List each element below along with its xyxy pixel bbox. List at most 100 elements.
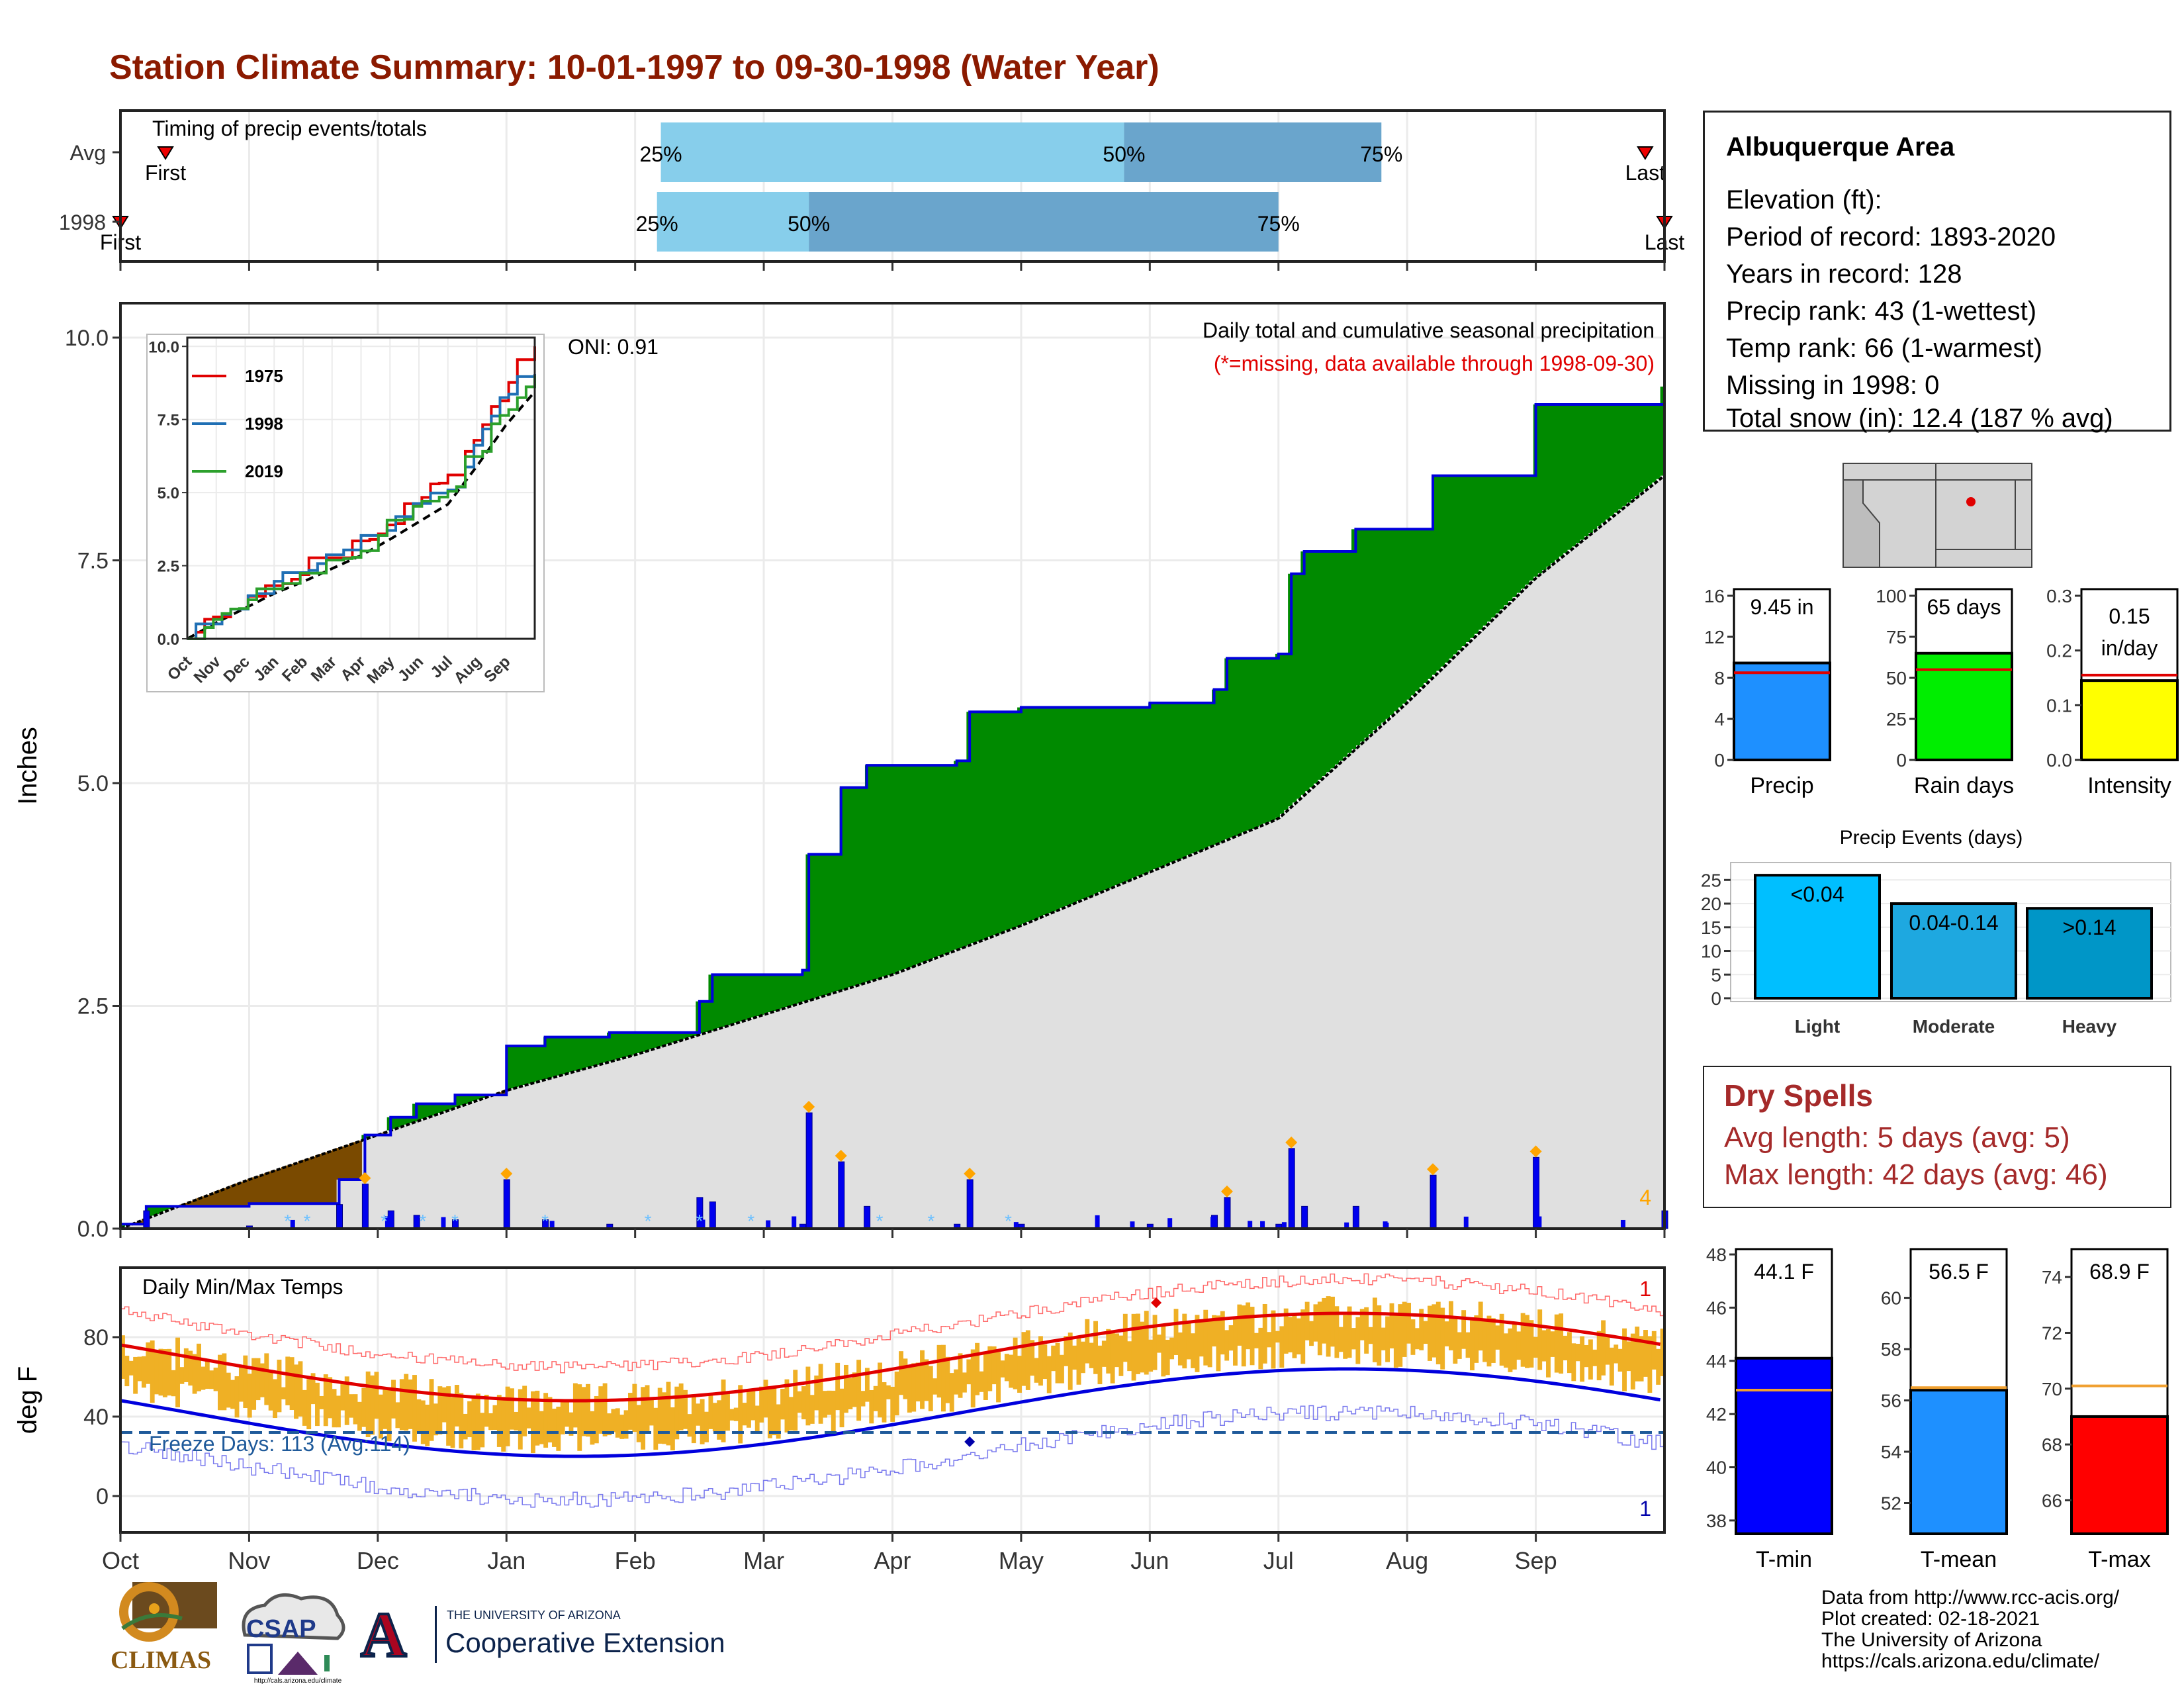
daily-temp-bar (1195, 1315, 1200, 1372)
daily-temp-bar (742, 1403, 747, 1426)
month-label: Jun (1130, 1547, 1169, 1574)
precip-events-chart: Precip Events (days) 0 510 15 20 25 <0.04 Light… (1701, 827, 2171, 1037)
daily-temp-bar (209, 1370, 214, 1389)
daily-temp-bar (315, 1382, 320, 1427)
events-y-tick-label: 20 (1701, 894, 1721, 914)
daily-temp-bar (298, 1361, 303, 1417)
csap-logo: http://cals.arizona.edu/climate CSAP (232, 1589, 351, 1685)
daily-temp-bar (907, 1366, 912, 1413)
oni-value: ONI: 0.91 (568, 335, 659, 359)
daily-temp-bar (1575, 1344, 1580, 1362)
temp-bar-y-tick-label: 60 (1881, 1288, 1901, 1309)
daily-temp-bar (391, 1380, 396, 1419)
daily-temp-bar (1580, 1336, 1585, 1382)
daily-temp-bar (1453, 1317, 1458, 1364)
daily-temp-bar (1317, 1301, 1322, 1356)
snow-marker: * (419, 1211, 426, 1231)
daily-temp-bar (505, 1386, 510, 1446)
temp-bar-y-tick-label: 74 (2042, 1267, 2062, 1288)
large-event-marker (1220, 1185, 1233, 1197)
events-y-tick-label: 0 (1711, 988, 1721, 1009)
daily-temp-bar (1283, 1308, 1289, 1354)
daily-temp-bar (1080, 1341, 1085, 1374)
daily-temp-bar (594, 1395, 599, 1444)
snow-marker: * (747, 1211, 754, 1231)
mini-bar (1915, 651, 2013, 761)
daily-temp-bar (518, 1389, 523, 1450)
temp-bar-y-tick-label: 72 (2042, 1323, 2062, 1343)
daily-temp-bar (1237, 1304, 1242, 1346)
daily-temp-bar (383, 1388, 388, 1429)
daily-temp-bar (340, 1382, 345, 1411)
inset-y-tick-label: 10.0 (148, 338, 179, 356)
daily-temp-bar (1410, 1319, 1416, 1355)
month-label: Sep (1515, 1547, 1557, 1574)
daily-temp-bar (501, 1397, 506, 1452)
event-bar (1754, 874, 1881, 1000)
record-high-count: 1 (1639, 1277, 1651, 1301)
daily-temp-bar (328, 1377, 333, 1419)
daily-temp-bar (273, 1379, 277, 1419)
record-low-marker (964, 1436, 976, 1447)
inset-y-tick-label: 2.5 (158, 558, 179, 576)
daily-temp-bar (205, 1358, 210, 1389)
daily-temp-bar (1025, 1330, 1030, 1390)
large-event-marker (359, 1172, 371, 1184)
daily-temp-bar (526, 1407, 531, 1429)
daily-temp-bar (1449, 1301, 1453, 1350)
daily-temp-bar (1334, 1306, 1340, 1358)
daily-temp-bar (987, 1346, 993, 1391)
daily-precip-bar-small (549, 1221, 555, 1229)
timing-p50-label: 50% (788, 212, 830, 236)
daily-temp-bar (797, 1391, 802, 1413)
daily-temp-bar (1186, 1321, 1191, 1360)
daily-temp-bar (738, 1385, 743, 1444)
mini-bar-name: Precip (1750, 773, 1813, 798)
daily-temp-bar (1296, 1318, 1301, 1355)
daily-temp-bar (835, 1362, 841, 1411)
daily-temp-bar (975, 1342, 980, 1395)
daily-temp-bar (1474, 1315, 1479, 1363)
daily-temp-bar (488, 1413, 493, 1430)
mini-y-tick-label: 50 (1886, 668, 1907, 688)
daily-temp-bar (1643, 1330, 1648, 1377)
daily-temp-bar (751, 1389, 756, 1421)
daily-temp-bar (1076, 1338, 1081, 1385)
daily-temp-bar (780, 1389, 786, 1420)
info-elevation: Elevation (ft): (1726, 185, 1882, 214)
observed-cumulative-line (120, 387, 1666, 1226)
daily-temp-bar (763, 1380, 768, 1418)
daily-temp-bar (1351, 1328, 1356, 1350)
mini-y-tick-label: 25 (1886, 709, 1907, 729)
daily-temp-bar (653, 1407, 659, 1450)
daily-temp-bar (691, 1394, 696, 1444)
snow-marker: * (645, 1211, 652, 1231)
daily-temp-bar (1300, 1309, 1306, 1364)
daily-temp-bar (890, 1386, 895, 1422)
month-label: Apr (874, 1547, 911, 1574)
daily-temp-bar (864, 1368, 870, 1402)
daily-temp-bar (374, 1372, 379, 1419)
daily-temp-bar (1347, 1306, 1352, 1358)
temp-bar-y-tick-label: 68 (2042, 1434, 2062, 1455)
info-temp-rank: Temp rank: 66 (1-warmest) (1726, 334, 2042, 363)
daily-temp-bar (1004, 1354, 1009, 1382)
avg-max-temp-line (120, 1311, 1661, 1403)
daily-temp-bar (1220, 1311, 1225, 1355)
timing-row-label: 1998 (59, 211, 106, 234)
daily-temp-bar (1617, 1348, 1623, 1372)
daily-temp-bar (1592, 1349, 1598, 1366)
precip-y-tick-label: 2.5 (77, 994, 109, 1019)
daily-temp-bar (522, 1385, 527, 1436)
event-bar-label: 0.04-0.14 (1909, 911, 1998, 935)
daily-temp-bar (674, 1386, 680, 1440)
daily-temp-bar (1364, 1307, 1369, 1354)
daily-precip-bar-small (1620, 1219, 1625, 1229)
daily-temp-bar (281, 1387, 286, 1399)
daily-temp-bar (1609, 1347, 1614, 1386)
ua-logo-big-text: Cooperative Extension (445, 1627, 725, 1658)
daily-temp-bar (1165, 1339, 1170, 1376)
daily-temp-bar (277, 1359, 282, 1413)
daily-temp-bar (1106, 1329, 1111, 1374)
